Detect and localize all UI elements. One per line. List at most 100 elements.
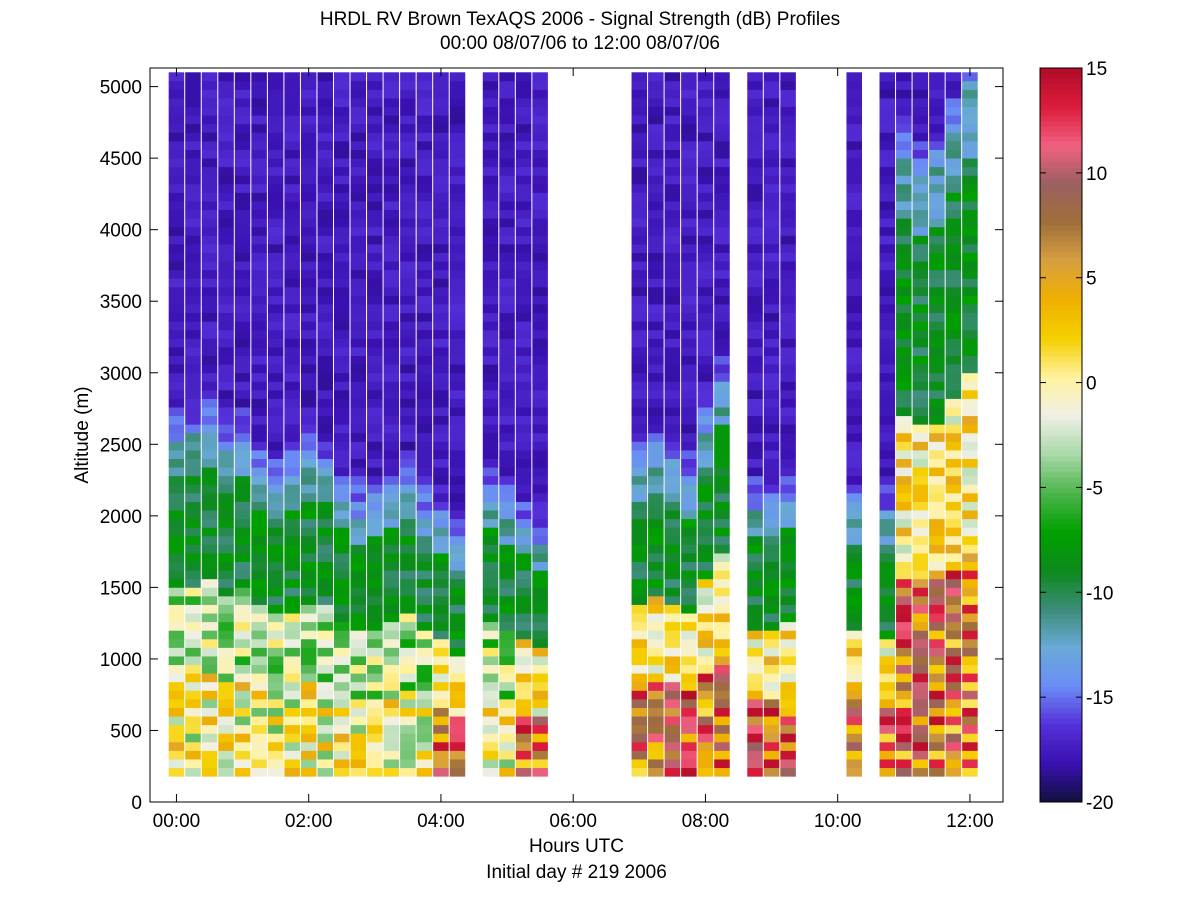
data-cell — [482, 209, 499, 219]
data-cell — [317, 716, 333, 726]
data-cell — [714, 175, 730, 185]
data-cell — [218, 450, 234, 459]
data-cell — [350, 613, 367, 623]
data-cell — [648, 261, 664, 271]
data-cell — [929, 372, 945, 382]
colorbar-segment — [1040, 293, 1082, 300]
data-cell — [168, 681, 185, 691]
data-cell — [714, 347, 730, 356]
data-cell — [333, 106, 350, 116]
data-cell — [267, 158, 284, 168]
data-cell — [317, 106, 333, 116]
data-cell — [284, 226, 300, 236]
colorbar-segment — [1040, 644, 1082, 651]
data-cell — [234, 304, 251, 314]
data-cell — [234, 441, 251, 451]
data-cell — [185, 647, 201, 657]
data-cell — [218, 492, 234, 502]
data-cell — [433, 149, 449, 159]
data-cell — [763, 269, 780, 279]
data-cell — [251, 510, 267, 520]
data-cell — [714, 218, 730, 228]
data-cell — [267, 432, 284, 442]
colorbar-segment — [1040, 157, 1082, 163]
data-cell — [962, 458, 978, 468]
data-cell — [763, 398, 780, 408]
data-cell — [515, 261, 532, 271]
data-cell — [168, 424, 185, 434]
data-cell — [317, 535, 333, 545]
data-cell — [631, 664, 648, 674]
data-cell — [350, 329, 367, 339]
colorbar-segment — [1040, 608, 1082, 614]
data-cell — [218, 664, 234, 674]
data-cell — [945, 252, 962, 262]
data-cell — [962, 321, 978, 331]
data-cell — [499, 175, 515, 185]
data-cell — [218, 192, 234, 202]
data-cell — [763, 501, 780, 511]
data-cell — [234, 544, 251, 554]
data-cell — [317, 415, 333, 425]
data-cell — [929, 681, 945, 691]
data-cell — [664, 604, 681, 614]
data-cell — [763, 673, 780, 683]
data-cell — [168, 158, 185, 168]
data-cell — [714, 415, 730, 425]
data-cell — [846, 638, 862, 648]
data-cell — [201, 192, 218, 202]
data-cell — [367, 158, 383, 168]
data-cell — [317, 578, 333, 588]
data-cell — [433, 467, 449, 477]
data-cell — [631, 587, 648, 597]
data-cell — [697, 724, 714, 734]
data-cell — [449, 741, 466, 751]
data-cell — [234, 243, 251, 253]
data-cell — [846, 278, 862, 288]
data-cell — [714, 535, 730, 545]
data-cell — [333, 638, 350, 648]
data-cell — [532, 578, 548, 588]
data-cell — [515, 286, 532, 296]
data-cell — [747, 364, 763, 374]
data-cell — [664, 553, 681, 563]
data-cell — [499, 183, 515, 193]
data-cell — [515, 106, 532, 116]
data-cell — [400, 690, 416, 700]
data-cell — [267, 269, 284, 279]
data-cell — [333, 673, 350, 683]
data-cell — [168, 475, 185, 485]
data-cell — [433, 398, 449, 408]
data-cell — [929, 243, 945, 253]
x-axis-label: Hours UTC — [529, 836, 624, 857]
data-cell — [449, 209, 466, 219]
data-cell — [896, 664, 912, 674]
data-cell — [681, 252, 697, 262]
colorbar-segment — [1040, 754, 1082, 761]
data-cell — [168, 304, 185, 314]
data-cell — [532, 398, 548, 408]
x-tick-label: 04:00 — [417, 811, 465, 832]
data-cell — [433, 80, 449, 90]
colorbar-segment — [1040, 676, 1082, 682]
x-tick-label: 02:00 — [285, 811, 333, 832]
data-cell — [499, 389, 515, 399]
data-cell — [416, 518, 433, 528]
data-cell — [631, 467, 648, 477]
data-cell — [515, 432, 532, 442]
data-cell — [664, 518, 681, 528]
data-cell — [218, 733, 234, 743]
data-cell — [763, 544, 780, 554]
data-cell — [896, 707, 912, 717]
colorbar-segment — [1040, 94, 1082, 100]
data-cell — [714, 595, 730, 605]
data-cell — [185, 750, 201, 760]
data-cell — [317, 269, 333, 279]
data-cell — [515, 647, 532, 657]
data-cell — [300, 767, 317, 777]
colorbar-segment — [1040, 707, 1082, 714]
data-cell — [383, 621, 400, 631]
data-cell — [218, 578, 234, 588]
data-cell — [482, 278, 499, 288]
data-cell — [879, 381, 896, 391]
